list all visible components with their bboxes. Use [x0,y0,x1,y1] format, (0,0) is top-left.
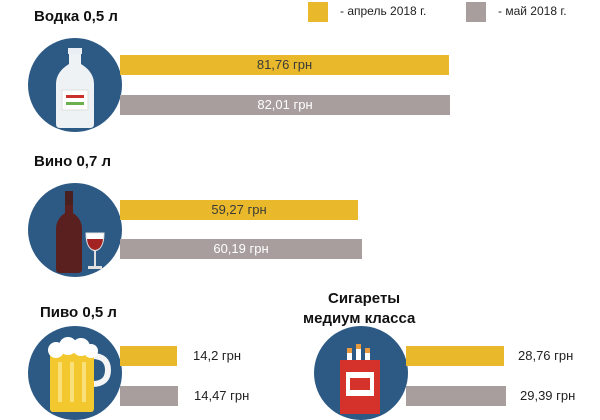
bar-label-wine-april: 59,27 грн [211,202,267,217]
cigarettes-title-line2: медиум класса [303,310,416,327]
cigarette-pack-icon [340,344,380,414]
bar-wine-may: 60,19 грн [120,239,362,259]
vodka-title: Водка 0,5 л [34,8,118,25]
bar-wine-april: 59,27 грн [120,200,358,220]
legend-swatch-may [466,2,486,22]
cigarettes-circle [314,326,408,420]
wine-circle [28,183,122,277]
bar-label-vodka-may: 82,01 грн [257,97,313,112]
bar-beer-may [120,386,178,406]
bar-label-beer-april: 14,2 грн [193,348,242,363]
wine-title: Вино 0,7 л [34,153,111,170]
bar-label-vodka-april: 81,76 грн [256,57,313,72]
beer-circle [28,326,122,420]
bar-label-cigarettes-may: 29,39 грн [520,388,576,403]
bar-label-wine-may: 60,19 грн [213,241,269,256]
vodka-circle [28,38,122,132]
wine-bottle-icon [56,191,105,273]
bar-vodka-may: 82,01 грн [120,95,450,115]
legend-label-april: - апрель 2018 г. [340,4,427,18]
beer-title: Пиво 0,5 л [40,304,117,321]
bar-label-cigarettes-april: 28,76 грн [518,348,574,363]
bar-cigarettes-april [406,346,504,366]
bar-beer-april [120,346,177,366]
cigarettes-title-line1: Сигареты [328,290,401,307]
bar-label-beer-may: 14,47 грн [194,388,250,403]
beer-mug-icon [48,337,112,412]
legend-label-may: - май 2018 г. [498,4,567,18]
legend-swatch-april [308,2,328,22]
bar-cigarettes-may [406,386,506,406]
bar-vodka-april: 81,76 грн [120,55,449,75]
vodka-bottle-icon [56,48,94,128]
